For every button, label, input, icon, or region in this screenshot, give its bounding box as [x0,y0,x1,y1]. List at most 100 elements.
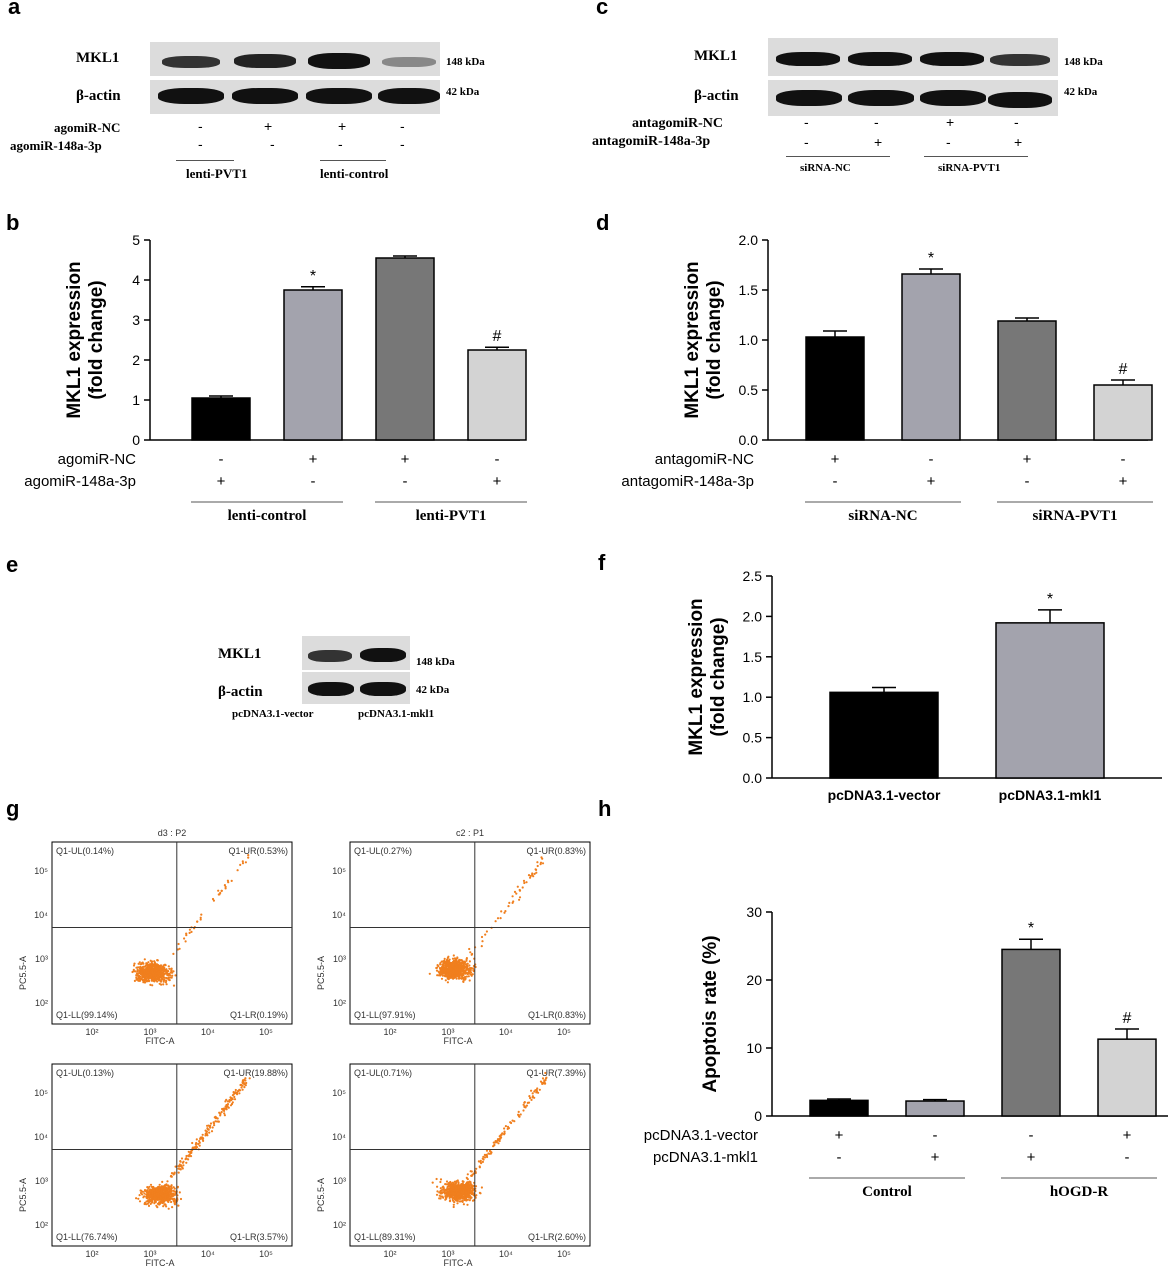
event-dot [235,1091,238,1094]
event-dot [179,1160,182,1163]
blot-e-row-label-mkl1: MKL1 [218,646,262,662]
band [988,92,1052,108]
event-dot [135,977,138,980]
condition-sign: + [1123,1127,1132,1144]
blot-c-group-2: siRNA-PVT1 [938,162,1001,174]
event-dot [541,1081,544,1084]
significance-marker: # [493,328,502,345]
flow-plot-title: c2 : P1 [456,828,484,838]
y-axis-label-line: (fold change) [708,617,729,736]
event-dot [545,1076,548,1079]
event-dot [230,1097,233,1100]
event-dot [217,889,220,892]
event-dot [465,1198,468,1201]
event-dot [474,1185,478,1188]
event-dot [484,1154,487,1157]
event-dot [460,1183,463,1186]
event-dot [436,1190,439,1193]
blot-a-image [150,42,440,116]
event-dot [224,1100,227,1103]
event-dot [194,1145,197,1148]
event-dot [446,969,449,972]
y-axis-label-line: MKL1 expression [682,261,703,418]
bar [995,622,1105,779]
event-dot [156,975,160,978]
event-dot [182,1164,185,1167]
event-dot [148,968,151,971]
quadrant-label-ll: Q1-LL(89.31%) [354,1232,416,1242]
event-dot [462,1203,465,1206]
x-tick-label: 10⁴ [201,1027,215,1037]
bar [467,349,527,441]
event-dot [140,977,143,980]
event-dot [147,1196,150,1199]
event-dot [460,964,464,967]
event-dot [153,1202,156,1205]
event-dot [447,1184,450,1188]
blot-a-sign: + [264,118,273,134]
event-dot [151,1194,154,1197]
event-dot [528,1095,531,1098]
event-dot [214,1120,217,1123]
y-axis-label-line: MKL1 expression [686,598,707,755]
bar [905,1100,965,1117]
event-dot [226,1100,229,1103]
event-dot [202,1137,205,1140]
band [308,53,370,69]
event-dot [458,972,461,975]
event-dot [453,961,456,964]
blot-a-sign: - [198,118,203,134]
x-category-label: pcDNA3.1-mkl1 [999,787,1102,803]
event-dot [177,1171,180,1174]
event-dot [449,961,452,964]
band [162,56,220,68]
event-dot [515,892,518,895]
event-dot [480,1162,483,1165]
event-dot [448,969,451,972]
blot-a-sign: - [338,136,343,152]
event-dot [199,918,202,921]
event-dot [241,860,244,863]
event-dot [164,1193,167,1196]
event-dot [135,974,138,977]
event-dot [480,945,483,948]
event-dot [163,1191,166,1194]
event-dot [463,1195,466,1199]
event-dot [167,1190,171,1193]
event-dot [188,1153,191,1156]
event-dot [461,1194,464,1198]
event-dot [174,1192,177,1196]
event-dot [227,1106,230,1109]
event-dot [468,960,471,963]
event-dot [172,970,175,973]
event-dot [486,1155,489,1159]
event-dot [455,1180,458,1183]
event-dot [463,1197,466,1200]
y-tick-label: 10³ [333,1176,346,1186]
condition-label: antagomiR-NC [655,451,754,468]
event-dot [153,960,156,963]
event-dot [452,975,455,978]
event-dot [138,961,141,964]
event-dot [154,1200,157,1203]
event-dot [503,1133,506,1136]
event-dot [158,1203,161,1206]
condition-sign: + [927,473,936,490]
event-dot [470,974,473,977]
event-dot [170,1200,173,1204]
event-dot [151,1190,154,1193]
event-dot [439,1192,443,1195]
band [848,90,914,106]
panel-letter-d: d [596,210,610,235]
y-tick-label: 0 [132,432,140,448]
event-dot [170,969,173,972]
event-dot [219,891,222,895]
event-dot [455,1191,458,1194]
event-dot [454,974,457,977]
event-dot [212,1122,216,1125]
event-dot [232,1093,235,1096]
y-tick-label: 10² [333,1220,346,1230]
event-dot [240,1086,243,1089]
event-dot [166,974,169,977]
event-dot [149,1199,152,1202]
